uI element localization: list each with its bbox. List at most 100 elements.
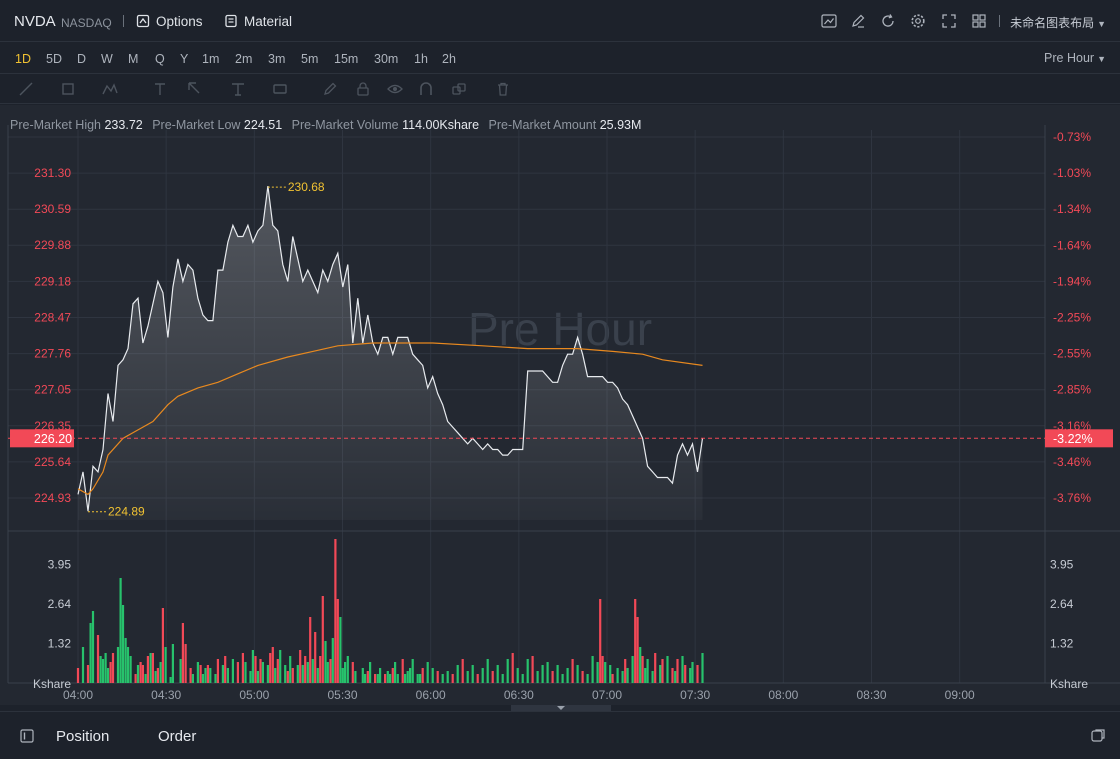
trash-icon[interactable]	[495, 81, 511, 97]
rect-tool-icon[interactable]	[60, 81, 76, 97]
volume-bar	[354, 671, 357, 683]
volume-bar	[446, 671, 449, 683]
settings-icon[interactable]	[909, 12, 927, 30]
volume-bar	[471, 665, 474, 683]
volume-bar	[291, 668, 294, 683]
symbol-ticker[interactable]: NVDA	[14, 13, 56, 30]
volume-bar	[91, 611, 95, 683]
panel-toggle-icon[interactable]	[20, 729, 34, 743]
volume-bar	[259, 659, 262, 683]
timeframe-1d[interactable]: 1D	[15, 52, 31, 66]
volume-bar	[121, 605, 125, 683]
volume-bar	[316, 668, 319, 683]
volume-bar	[591, 656, 594, 683]
volume-bar	[221, 665, 224, 683]
timeframe-d[interactable]: D	[77, 52, 87, 66]
volume-bar	[346, 656, 349, 683]
volume-bar	[216, 659, 219, 683]
volume-bar	[441, 674, 444, 683]
indicator-icon[interactable]	[820, 12, 838, 30]
eye-icon[interactable]	[387, 81, 403, 97]
timeframe-m[interactable]: M	[128, 52, 139, 66]
volume-bar	[244, 662, 247, 683]
price-axis-label: 225.64	[34, 455, 71, 469]
volume-bar	[541, 665, 544, 683]
time-axis-label: 06:30	[504, 688, 534, 702]
timeframe-y[interactable]: Y	[180, 52, 189, 66]
timeframe-1h[interactable]: 1h	[414, 52, 428, 66]
price-axis-label: 226.35	[34, 419, 71, 433]
chart-scroll-handle[interactable]	[511, 705, 611, 711]
draw-icon[interactable]	[849, 12, 867, 30]
volume-axis-label-right: 1.32	[1050, 636, 1074, 650]
volume-bar	[456, 665, 459, 683]
refresh-icon[interactable]	[879, 12, 897, 30]
time-axis-label: 07:00	[592, 688, 622, 702]
volume-bar	[151, 653, 154, 683]
timeframe-w[interactable]: W	[101, 52, 113, 66]
volume-bar	[99, 656, 102, 683]
pen-icon[interactable]	[322, 81, 338, 97]
pattern-tool-icon[interactable]	[102, 81, 118, 97]
timeframe-3m[interactable]: 3m	[268, 52, 286, 66]
line-tool-icon[interactable]	[18, 81, 34, 97]
volume-bar	[111, 653, 115, 683]
average-price-line	[77, 342, 703, 496]
layout-grid-icon[interactable]	[970, 12, 988, 30]
timeframe-1m[interactable]: 1m	[202, 52, 220, 66]
volume-bar	[321, 596, 324, 683]
link-icon[interactable]	[451, 81, 467, 97]
volume-bar	[261, 662, 264, 683]
volume-bar	[701, 653, 704, 683]
volume-bar	[164, 647, 167, 683]
volume-bar	[184, 644, 187, 683]
tab-position[interactable]: Position	[56, 728, 110, 745]
volume-bar	[626, 668, 629, 683]
volume-bar	[671, 668, 674, 683]
timeframe-5d[interactable]: 5D	[46, 52, 62, 66]
time-axis-label: 08:30	[856, 688, 886, 702]
volume-bar	[189, 668, 192, 683]
volume-bar	[531, 656, 534, 683]
text-tool-icon[interactable]	[152, 81, 168, 97]
timeframe-q[interactable]: Q	[155, 52, 165, 66]
volume-bar	[249, 671, 252, 683]
timeframe-15m[interactable]: 15m	[334, 52, 359, 66]
divider	[999, 15, 1000, 27]
volume-bar	[546, 662, 549, 683]
percent-axis-label: -3.16%	[1053, 419, 1091, 433]
volume-bar	[196, 662, 199, 683]
volume-bar	[476, 674, 479, 683]
options-icon	[136, 14, 150, 28]
timeframe-2h[interactable]: 2h	[442, 52, 456, 66]
volume-bar	[104, 653, 107, 683]
volume-bar	[511, 653, 514, 683]
fullscreen-icon[interactable]	[940, 12, 958, 30]
premarket-amount-value: 25.93M	[599, 118, 642, 132]
popout-icon[interactable]	[1090, 728, 1106, 744]
lock-icon[interactable]	[355, 81, 371, 97]
volume-bar	[136, 665, 140, 683]
layout-select[interactable]: 未命名图表布局 ▼	[1010, 14, 1106, 31]
measure-tool-icon[interactable]	[230, 81, 246, 97]
material-button[interactable]: Material	[224, 12, 292, 30]
premarket-volume-label: Pre-Market Volume	[291, 118, 399, 132]
timeframe-30m[interactable]: 30m	[374, 52, 399, 66]
tab-order[interactable]: Order	[158, 728, 197, 745]
magnet-icon[interactable]	[418, 81, 434, 97]
session-select[interactable]: Pre Hour ▼	[1044, 51, 1106, 65]
note-tool-icon[interactable]	[272, 81, 288, 97]
volume-bar	[516, 668, 519, 683]
timeframe-2m[interactable]: 2m	[235, 52, 253, 66]
timeframe-5m[interactable]: 5m	[301, 52, 319, 66]
time-axis-label: 07:30	[680, 688, 710, 702]
volume-bar	[109, 662, 112, 683]
cursor-tool-icon[interactable]	[186, 81, 202, 97]
options-button[interactable]: Options	[136, 12, 203, 30]
volume-bar	[639, 647, 642, 683]
volume-bar	[651, 671, 654, 683]
volume-bar	[551, 671, 554, 683]
exchange-label: NASDAQ	[61, 16, 112, 30]
price-axis-label: 231.30	[34, 166, 71, 180]
